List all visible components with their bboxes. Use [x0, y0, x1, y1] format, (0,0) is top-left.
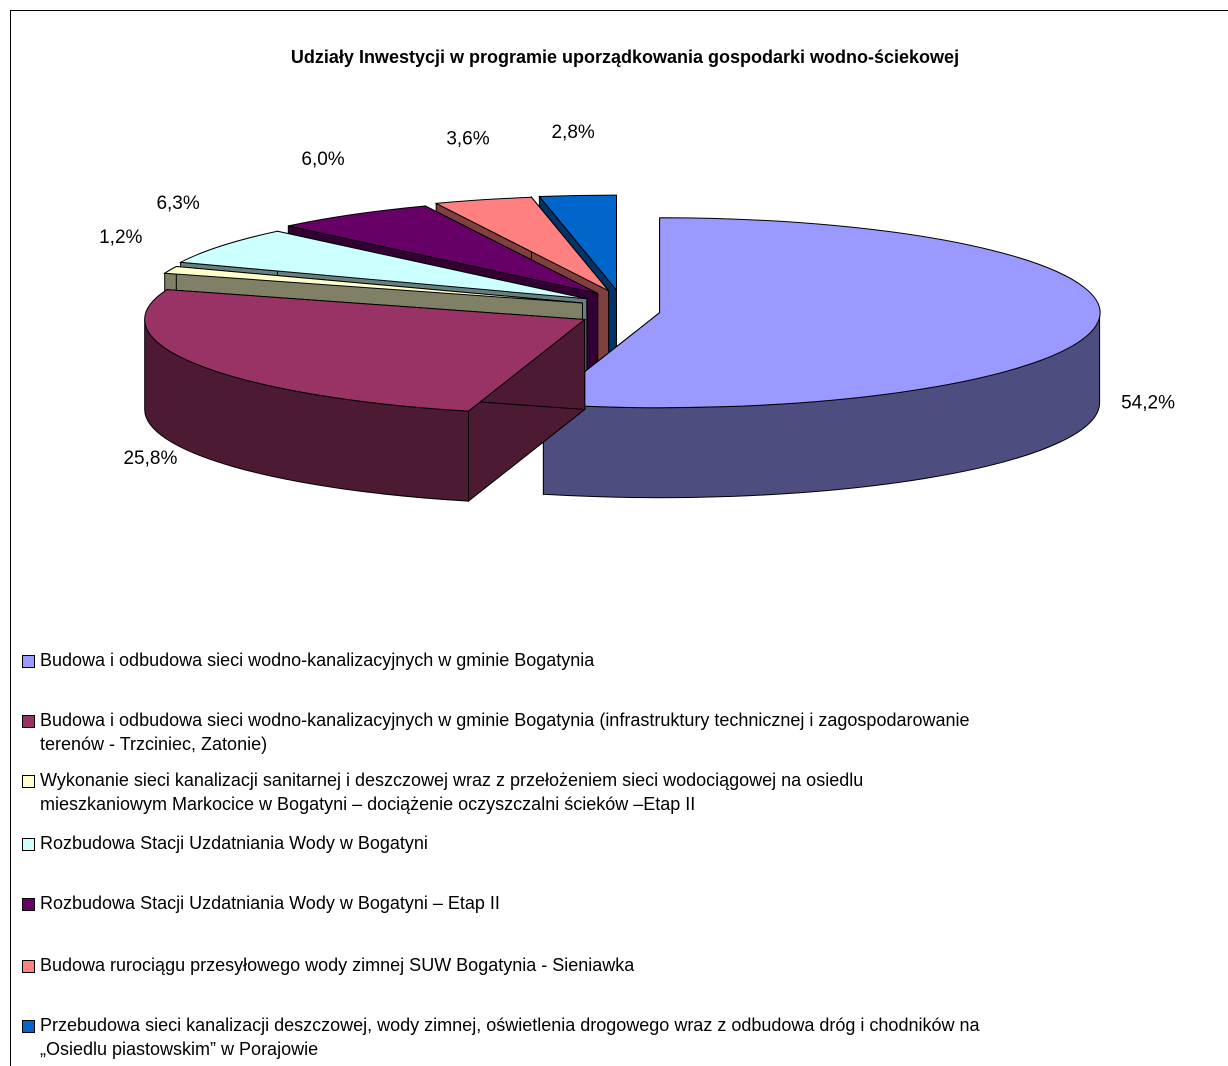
- legend-label: Wykonanie sieci kanalizacji sanitarnej i…: [40, 770, 864, 814]
- slice: [144, 289, 587, 412]
- legend-label: Budowa rurociągu przesyłowego wody zimne…: [40, 955, 635, 975]
- data-label: 25,8%: [123, 448, 177, 469]
- legend-label: Przebudowa sieci kanalizacji deszczowej,…: [40, 1015, 980, 1059]
- slice: [434, 196, 609, 292]
- legend-swatch: [22, 898, 35, 911]
- legend-label: Rozbudowa Stacji Uzdatniania Wody w Boga…: [40, 893, 500, 913]
- legend-label: Budowa i odbudowa sieci wodno-kanalizacy…: [40, 650, 595, 670]
- slice: [163, 265, 583, 304]
- slice: [542, 217, 1101, 409]
- data-label: 3,6%: [446, 128, 489, 149]
- legend-label: Budowa i odbudowa sieci wodno-kanalizacy…: [40, 710, 970, 754]
- chart-border: [10, 10, 1228, 1066]
- slice: [538, 194, 617, 292]
- slice: [288, 205, 598, 294]
- legend-swatch: [22, 655, 35, 668]
- data-label: 2,8%: [551, 122, 594, 143]
- data-label: 54,2%: [1121, 393, 1175, 414]
- legend-swatch: [22, 775, 35, 788]
- legend-label: Rozbudowa Stacji Uzdatniania Wody w Boga…: [40, 833, 428, 853]
- legend-swatch: [22, 838, 35, 851]
- chart-title: Udziały Inwestycji w programie uporządko…: [291, 47, 959, 67]
- legend-swatch: [22, 960, 35, 973]
- data-label: 6,0%: [301, 149, 344, 170]
- legend-swatch: [22, 715, 35, 728]
- legend-swatch: [22, 1020, 35, 1033]
- data-label: 6,3%: [156, 193, 199, 214]
- data-label: 1,2%: [99, 227, 142, 248]
- slice: [178, 230, 587, 300]
